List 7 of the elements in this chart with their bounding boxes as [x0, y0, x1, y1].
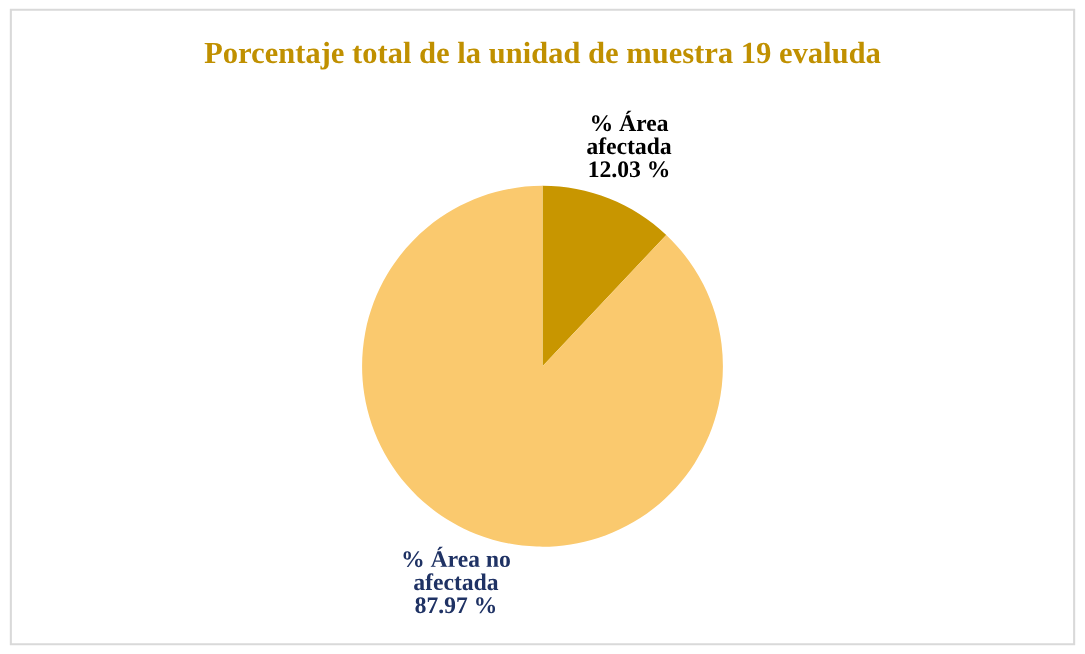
slice-label: % Área no afectada: [403, 546, 510, 591]
chart-title: Porcentaje total de la unidad de muestra 19 evaluda: [204, 41, 881, 70]
pie-slice: [362, 185, 723, 547]
slice-label: % Área afectada: [587, 110, 672, 155]
pie-slice: [542, 185, 667, 367]
data-label: 12.03 %: [589, 161, 669, 178]
data-label: 87.97 %: [415, 597, 496, 614]
